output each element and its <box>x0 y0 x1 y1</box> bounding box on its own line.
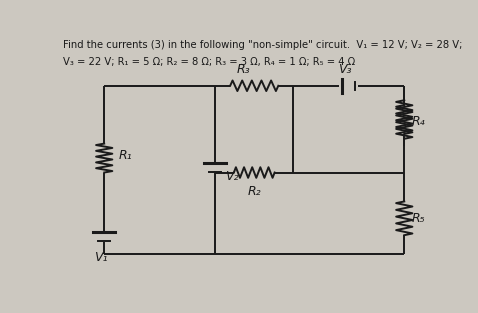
Text: R₂: R₂ <box>248 185 261 198</box>
Text: R₃: R₃ <box>236 63 250 76</box>
Text: V₃ = 22 V; R₁ = 5 Ω; R₂ = 8 Ω; R₃ = 3 Ω, R₄ = 1 Ω; R₅ = 4 Ω: V₃ = 22 V; R₁ = 5 Ω; R₂ = 8 Ω; R₃ = 3 Ω,… <box>64 57 356 67</box>
Text: V₂: V₂ <box>225 170 238 183</box>
Text: V₃: V₃ <box>338 63 352 76</box>
Text: R₁: R₁ <box>119 149 133 162</box>
Text: V₁: V₁ <box>94 251 107 264</box>
Text: R₅: R₅ <box>412 212 425 225</box>
Text: Find the currents (3) in the following "non-simple" circuit.  V₁ = 12 V; V₂ = 28: Find the currents (3) in the following "… <box>64 40 463 50</box>
Text: R₄: R₄ <box>412 115 425 128</box>
